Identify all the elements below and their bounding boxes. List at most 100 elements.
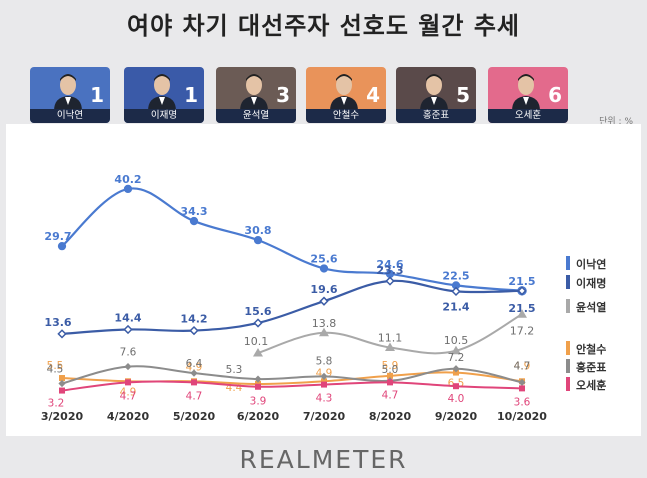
x-tick-label: 6/2020 xyxy=(237,410,280,423)
data-point xyxy=(124,362,132,371)
line-chart: 29.7 40.2 34.3 30.8 25.6 24.6 22.5 21.5 이낙연 13.6 1… xyxy=(41,173,607,423)
data-label: 10.5 xyxy=(444,334,469,347)
data-point xyxy=(253,235,263,245)
data-point xyxy=(189,216,199,226)
data-point xyxy=(191,379,197,386)
data-label: 10.1 xyxy=(244,335,269,348)
data-point xyxy=(319,327,329,337)
data-point xyxy=(517,286,527,296)
portrait-icon xyxy=(240,74,268,111)
series-line xyxy=(61,380,523,392)
candidate-card: 1 이재명 xyxy=(124,67,204,123)
candidate-name: 이낙연 xyxy=(30,109,110,123)
data-point xyxy=(517,309,527,318)
portrait-icon xyxy=(330,74,358,111)
data-label: 25.6 xyxy=(310,252,337,265)
legend-label: 이낙연 xyxy=(576,257,606,271)
data-label: 3.2 xyxy=(48,398,65,410)
series-line xyxy=(61,365,523,385)
data-label: 4.3 xyxy=(316,393,333,405)
data-point xyxy=(385,342,395,352)
data-label: 40.2 xyxy=(114,173,141,186)
data-label: 4.9 xyxy=(120,386,137,398)
candidate-name: 홍준표 xyxy=(396,109,476,123)
data-label: 30.8 xyxy=(244,224,271,237)
data-point xyxy=(59,387,65,394)
data-point xyxy=(452,365,460,373)
legend-label: 오세훈 xyxy=(576,378,606,392)
chart-panel: 29.7 40.2 34.3 30.8 25.6 24.6 22.5 21.5 이낙연 13.6 1… xyxy=(6,124,641,436)
data-label: 15.6 xyxy=(244,305,271,318)
legend-label: 홍준표 xyxy=(576,360,606,374)
legend-swatch xyxy=(566,299,570,313)
data-label: 4.9 xyxy=(186,361,203,373)
data-label: 5.8 xyxy=(316,355,333,367)
data-label: 4.4 xyxy=(226,382,243,394)
data-point xyxy=(451,286,461,297)
data-point xyxy=(321,378,327,385)
data-label: 7.6 xyxy=(120,347,137,359)
portrait-icon xyxy=(420,74,448,111)
data-point xyxy=(189,325,199,336)
legend-label: 이재명 xyxy=(576,276,606,290)
legend-swatch xyxy=(566,341,570,355)
data-point xyxy=(385,276,395,286)
x-tick-label: 5/2020 xyxy=(173,410,216,423)
data-label: 29.7 xyxy=(44,230,71,243)
legend-swatch xyxy=(566,359,570,373)
candidate-name: 오세훈 xyxy=(488,109,568,123)
data-label: 4.0 xyxy=(448,393,465,405)
candidate-card: 3 윤석열 xyxy=(216,67,296,123)
candidate-card: 1 이낙연 xyxy=(30,67,110,123)
chart-title: 여야 차기 대선주자 선호도 월간 추세 xyxy=(127,12,520,40)
candidate-rank: 1 xyxy=(90,83,104,107)
data-point xyxy=(253,347,263,357)
data-point xyxy=(319,264,329,273)
candidate-rank: 6 xyxy=(548,83,562,107)
data-label: 4.5 xyxy=(47,363,64,375)
candidate-card: 6 오세훈 xyxy=(488,67,568,123)
legend-label: 안철수 xyxy=(576,342,606,356)
data-label: 17.2 xyxy=(510,324,535,337)
data-label: 5.9 xyxy=(382,360,399,372)
brand-logo: REALMETER xyxy=(239,445,408,474)
data-point xyxy=(254,375,262,383)
data-point xyxy=(190,369,198,377)
data-label: 6.4 xyxy=(186,358,203,370)
x-tick-label: 7/2020 xyxy=(303,410,346,423)
data-point xyxy=(519,385,525,392)
x-tick-label: 3/2020 xyxy=(41,410,84,423)
data-label: 14.4 xyxy=(114,312,141,325)
data-point xyxy=(123,184,133,194)
candidate-card: 4 안철수 xyxy=(306,67,386,123)
data-label: 21.5 xyxy=(508,302,535,315)
candidate-rank: 3 xyxy=(276,83,290,107)
x-tick-label: 4/2020 xyxy=(107,410,150,423)
data-point xyxy=(255,383,261,390)
data-label: 4.7 xyxy=(120,390,137,402)
candidate-rank: 5 xyxy=(456,83,470,107)
data-label: 3.6 xyxy=(514,396,531,408)
candidate-rank: 4 xyxy=(366,83,380,107)
data-point xyxy=(58,379,66,388)
data-label: 5.5 xyxy=(47,360,64,372)
data-label: 3.9 xyxy=(250,396,267,408)
portrait-icon xyxy=(512,74,540,111)
data-label: 7.2 xyxy=(448,352,465,364)
unit-label: 단위 : % xyxy=(599,117,633,127)
data-point xyxy=(59,375,65,382)
data-point xyxy=(123,324,133,335)
data-point xyxy=(518,378,526,386)
data-label: 13.6 xyxy=(44,316,71,329)
series-line xyxy=(61,279,523,335)
data-label: 22.5 xyxy=(442,269,469,282)
data-point xyxy=(319,296,329,306)
data-label: 4.7 xyxy=(186,390,203,402)
x-tick-label: 8/2020 xyxy=(369,410,412,423)
data-label: 4.7 xyxy=(514,360,531,372)
data-label: 13.8 xyxy=(312,317,337,330)
data-label: 24.6 xyxy=(376,258,403,271)
data-point xyxy=(57,329,67,339)
data-point xyxy=(453,369,459,376)
candidate-name: 안철수 xyxy=(306,109,386,123)
